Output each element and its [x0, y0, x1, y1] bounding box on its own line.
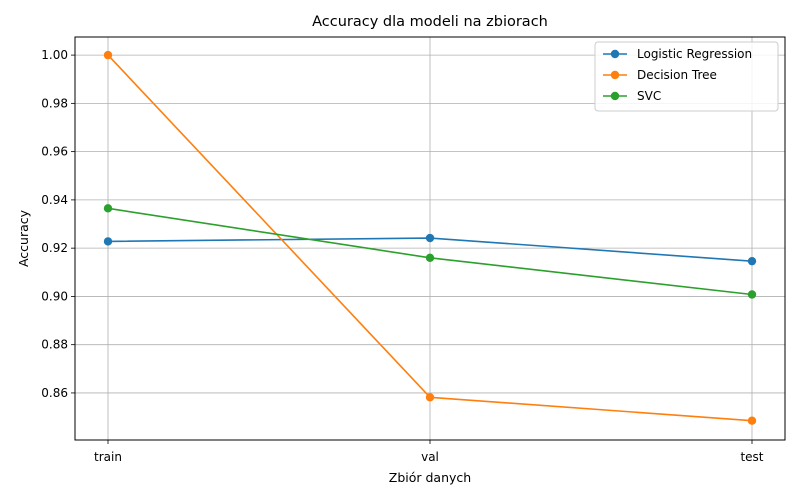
y-tick-label: 0.92 [41, 241, 68, 255]
y-tick-label: 0.96 [41, 145, 68, 159]
data-point [747, 416, 757, 425]
x-tick-label: val [421, 450, 439, 464]
chart-title: Accuracy dla modeli na zbiorach [312, 14, 548, 30]
legend-box [594, 41, 779, 112]
x-tick-label: train [94, 450, 122, 464]
legend-label: SVC [637, 89, 661, 103]
data-point [425, 233, 435, 243]
y-tick-label: 0.88 [41, 338, 68, 352]
x-tick-label: test [740, 450, 763, 464]
legend-label: Logistic Regression [637, 47, 752, 61]
y-tick-label: 0.90 [41, 289, 68, 303]
data-point [747, 256, 757, 266]
legend-marker [610, 91, 620, 101]
data-point [747, 290, 757, 299]
data-point [425, 253, 435, 263]
data-point [425, 393, 435, 402]
data-point [103, 50, 113, 60]
y-tick-label: 1.00 [41, 48, 68, 62]
legend-marker [610, 70, 620, 80]
data-point [103, 237, 113, 246]
y-tick-label: 0.86 [41, 386, 68, 400]
data-point [103, 204, 113, 213]
x-axis-title: Zbiór danych [389, 470, 471, 485]
legend-marker [610, 49, 620, 59]
series-group [103, 50, 757, 425]
legend-label: Decision Tree [637, 68, 717, 82]
y-tick-label: 0.94 [41, 193, 68, 207]
axes: train val test 0.86 0.88 0.90 0.92 0.94 0.96 0.98… [41, 48, 764, 464]
y-tick-label: 0.98 [41, 96, 68, 110]
y-axis-title: Accuracy [16, 209, 31, 267]
legend: Logistic Regression Decision Tree SVC [594, 41, 779, 112]
